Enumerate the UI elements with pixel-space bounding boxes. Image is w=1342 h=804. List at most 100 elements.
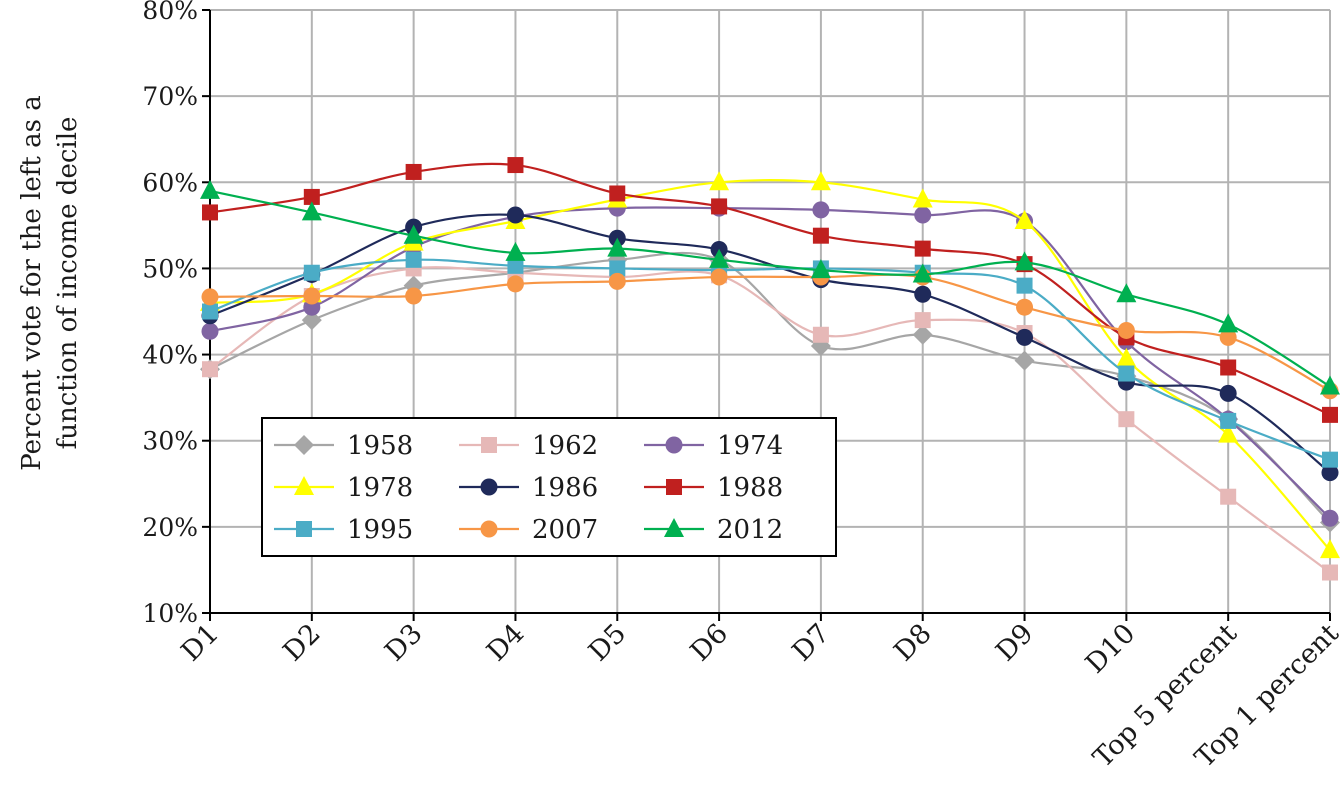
data-point-1978 <box>810 171 831 191</box>
data-point-1958 <box>1014 350 1035 371</box>
data-point-1995 <box>507 257 524 274</box>
x-tick-label: D4 <box>481 618 530 667</box>
y-tick-label: 60% <box>142 168 198 197</box>
data-point-1988 <box>812 227 829 244</box>
y-tick-label: 70% <box>142 82 198 111</box>
data-point-1988 <box>507 157 524 174</box>
series-line-2007 <box>209 273 1331 392</box>
data-point-1962 <box>812 326 829 343</box>
data-point-1974 <box>812 201 830 219</box>
data-point-1995 <box>1220 412 1237 429</box>
data-point-2012 <box>607 237 628 257</box>
legend-label-1978: 1978 <box>347 473 413 503</box>
legend-marker-1988 <box>666 479 682 495</box>
series-group <box>200 157 1340 581</box>
legend-marker-1974 <box>665 436 683 454</box>
legend-label-1988: 1988 <box>717 473 783 503</box>
data-point-2012 <box>810 259 831 279</box>
data-point-2012 <box>1014 251 1035 271</box>
data-point-1978 <box>709 171 730 191</box>
legend-marker-2007 <box>480 520 498 538</box>
legend-label-1974: 1974 <box>717 431 783 461</box>
data-point-2007 <box>1016 298 1034 316</box>
series-2012 <box>200 179 1340 395</box>
data-point-1988 <box>914 240 931 257</box>
legend-label-1962: 1962 <box>532 431 598 461</box>
data-point-2012 <box>200 179 220 199</box>
legend-marker-1986 <box>480 478 498 496</box>
data-point-2007 <box>201 288 219 306</box>
y-tick-label: 80% <box>142 0 198 25</box>
legend-box <box>261 417 837 557</box>
data-point-1958 <box>912 324 933 345</box>
x-tick-label: D10 <box>1080 618 1142 680</box>
data-point-1988 <box>711 198 728 215</box>
data-point-2012 <box>912 263 933 283</box>
data-point-1995 <box>1322 451 1338 468</box>
legend: 1958 1962 1974 1978 1986 1988 1995 2007 2012 <box>261 417 837 557</box>
data-point-2012 <box>505 241 526 261</box>
legend-label-2007: 2007 <box>532 515 598 545</box>
data-point-1974 <box>914 206 932 224</box>
x-tick-label: D7 <box>786 618 835 667</box>
data-point-1995 <box>303 264 320 281</box>
data-point-2012 <box>301 201 322 221</box>
series-line-1995 <box>209 258 1331 461</box>
legend-label-1995: 1995 <box>347 515 413 545</box>
legend-marker-1962 <box>481 437 497 453</box>
data-point-1995 <box>609 260 626 277</box>
legend-marker-1995 <box>296 521 312 537</box>
data-point-1978 <box>912 188 933 208</box>
series-line-2012 <box>209 189 1331 388</box>
data-point-2012 <box>1218 313 1239 333</box>
legend-marker-2012 <box>664 518 684 537</box>
data-point-1962 <box>202 361 218 378</box>
y-tick-label: 40% <box>142 341 198 370</box>
data-point-1988 <box>609 185 626 202</box>
data-point-1978 <box>1218 423 1239 443</box>
data-point-1986 <box>914 285 932 303</box>
data-point-1995 <box>1016 277 1033 294</box>
data-point-1986 <box>1219 384 1237 402</box>
series-line-1988 <box>209 162 1331 416</box>
data-point-1974 <box>201 322 219 340</box>
legend-marker-1958 <box>294 435 314 455</box>
data-point-2007 <box>506 275 524 293</box>
data-point-2007 <box>405 287 423 305</box>
data-point-2007 <box>710 268 728 286</box>
data-point-1995 <box>405 251 422 268</box>
y-tick-label: 10% <box>142 599 198 628</box>
data-point-2007 <box>608 272 626 290</box>
data-point-1988 <box>1322 406 1338 423</box>
data-point-1962 <box>1322 564 1338 581</box>
data-point-1986 <box>1016 328 1034 346</box>
data-point-1988 <box>1220 359 1237 376</box>
y-axis-ticks: 10% 20% 30% 40% 50% 60% 70% 80% <box>142 0 210 628</box>
data-point-1962 <box>914 312 931 329</box>
x-tick-label: D3 <box>379 618 428 667</box>
y-tick-label: 30% <box>142 427 198 456</box>
data-point-1988 <box>202 204 218 221</box>
legend-label-2012: 2012 <box>717 515 783 545</box>
data-point-1974 <box>1321 509 1339 527</box>
data-point-1958 <box>301 310 322 331</box>
data-point-1962 <box>1118 411 1135 428</box>
series-2007 <box>201 268 1339 400</box>
x-tick-label: D9 <box>990 618 1039 667</box>
data-point-1995 <box>1118 365 1135 382</box>
data-point-1978 <box>1320 539 1340 559</box>
data-point-1986 <box>1321 464 1339 482</box>
data-point-1988 <box>405 163 422 180</box>
legend-label-1958: 1958 <box>347 431 413 461</box>
data-point-2007 <box>1219 328 1237 346</box>
data-point-1988 <box>303 188 320 205</box>
x-tick-label: D6 <box>685 618 734 667</box>
legend-label-1986: 1986 <box>532 473 598 503</box>
series-1988 <box>202 157 1338 423</box>
data-point-1962 <box>1220 488 1237 505</box>
x-tick-label: D8 <box>888 618 937 667</box>
data-point-1978 <box>1116 347 1137 367</box>
x-tick-label: D2 <box>277 618 326 667</box>
